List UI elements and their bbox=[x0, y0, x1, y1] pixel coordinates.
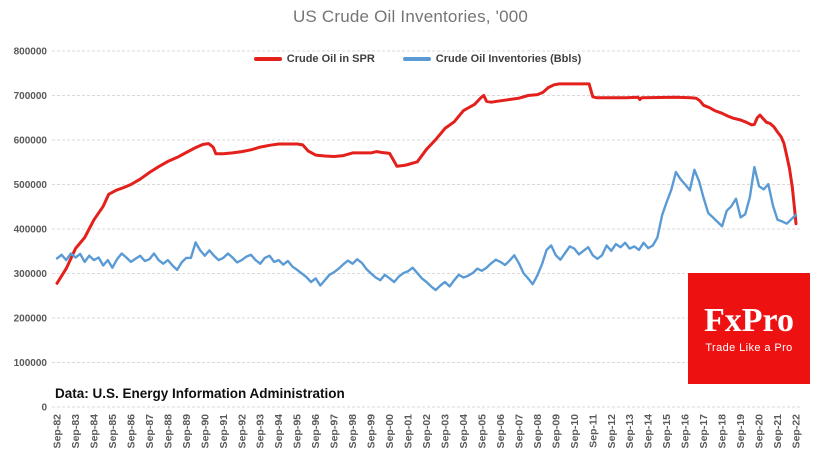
fxpro-logo-tagline: Trade Like a Pro bbox=[705, 341, 793, 354]
source-note: Data: U.S. Energy Information Administra… bbox=[55, 386, 345, 401]
x-tick-label: Sep-19 bbox=[735, 414, 747, 449]
x-tick-label: Sep-97 bbox=[329, 414, 341, 449]
x-tick-label: Sep-22 bbox=[791, 414, 803, 449]
x-tick-label: Sep-84 bbox=[89, 414, 101, 449]
x-tick-label: Sep-21 bbox=[772, 414, 784, 449]
x-tick-label: Sep-06 bbox=[495, 414, 507, 449]
x-tick-label: Sep-86 bbox=[125, 414, 137, 449]
x-tick-label: Sep-12 bbox=[606, 414, 618, 449]
y-tick-label: 500000 bbox=[14, 180, 48, 191]
x-tick-label: Sep-14 bbox=[643, 414, 655, 449]
x-tick-label: Sep-85 bbox=[107, 414, 119, 449]
legend-line-swatch-red bbox=[253, 57, 282, 61]
x-tick-label: Sep-94 bbox=[273, 414, 285, 449]
y-tick-label: 700000 bbox=[14, 91, 48, 102]
y-tick-label: 800000 bbox=[14, 47, 48, 58]
series-line-inventories bbox=[55, 165, 798, 292]
x-tick-label: Sep-98 bbox=[347, 414, 359, 449]
y-tick-label: 600000 bbox=[14, 136, 48, 147]
x-tick-label: Sep-13 bbox=[624, 414, 636, 449]
x-tick-label: Sep-87 bbox=[144, 414, 156, 449]
fxpro-logo-wordmark: FxPro bbox=[703, 301, 794, 339]
y-tick-label: 400000 bbox=[14, 225, 48, 236]
y-tick-label: 200000 bbox=[14, 314, 48, 325]
x-tick-label: Sep-04 bbox=[458, 414, 470, 449]
y-tick-label: 300000 bbox=[14, 269, 48, 280]
x-tick-label: Sep-95 bbox=[292, 414, 304, 449]
chart-legend: Crude Oil in SPR Crude Oil Inventories (… bbox=[0, 53, 835, 65]
x-tick-label: Sep-89 bbox=[181, 414, 193, 449]
x-tick-label: Sep-93 bbox=[255, 414, 267, 449]
legend-label-spr: Crude Oil in SPR bbox=[286, 53, 375, 65]
legend-label-inventories: Crude Oil Inventories (Bbls) bbox=[435, 53, 582, 65]
x-tick-label: Sep-03 bbox=[440, 414, 452, 449]
fxpro-logo: FxPro Trade Like a Pro bbox=[688, 273, 810, 384]
x-tick-label: Sep-15 bbox=[661, 414, 673, 449]
x-tick-label: Sep-96 bbox=[310, 414, 322, 449]
x-tick-label: Sep-07 bbox=[513, 414, 525, 449]
x-tick-label: Sep-99 bbox=[366, 414, 378, 449]
x-tick-label: Sep-92 bbox=[236, 414, 248, 449]
x-tick-label: Sep-91 bbox=[218, 414, 230, 449]
x-tick-label: Sep-02 bbox=[421, 414, 433, 449]
x-tick-label: Sep-82 bbox=[52, 414, 64, 449]
x-tick-label: Sep-88 bbox=[162, 414, 174, 449]
y-tick-label: 0 bbox=[41, 403, 47, 414]
x-tick-label: Sep-09 bbox=[550, 414, 562, 449]
x-tick-label: Sep-17 bbox=[698, 414, 710, 449]
x-tick-label: Sep-00 bbox=[384, 414, 396, 449]
x-tick-label: Sep-11 bbox=[587, 414, 599, 448]
y-tick-label: 100000 bbox=[14, 358, 48, 369]
x-tick-label: Sep-16 bbox=[680, 414, 692, 449]
chart-title: US Crude Oil Inventories, '000 bbox=[292, 7, 529, 26]
legend-item-spr: Crude Oil in SPR bbox=[253, 53, 375, 65]
x-tick-label: Sep-20 bbox=[754, 414, 766, 449]
series-line-spr bbox=[55, 82, 798, 285]
x-tick-label: Sep-10 bbox=[569, 414, 581, 449]
x-tick-label: Sep-90 bbox=[199, 414, 211, 449]
legend-item-inventories: Crude Oil Inventories (Bbls) bbox=[402, 53, 582, 65]
x-tick-label: Sep-01 bbox=[403, 414, 415, 449]
x-tick-label: Sep-83 bbox=[70, 414, 82, 449]
x-tick-label: Sep-05 bbox=[476, 414, 488, 449]
x-tick-label: Sep-18 bbox=[717, 414, 729, 449]
legend-line-swatch-blue bbox=[402, 57, 431, 61]
x-tick-label: Sep-08 bbox=[532, 414, 544, 449]
